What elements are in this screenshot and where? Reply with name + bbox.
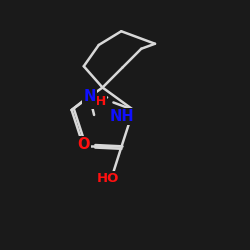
Text: HO: HO bbox=[97, 172, 119, 185]
Text: O: O bbox=[77, 137, 90, 152]
Text: OH: OH bbox=[84, 95, 106, 108]
Text: NH: NH bbox=[110, 109, 134, 124]
Text: N: N bbox=[84, 89, 96, 104]
